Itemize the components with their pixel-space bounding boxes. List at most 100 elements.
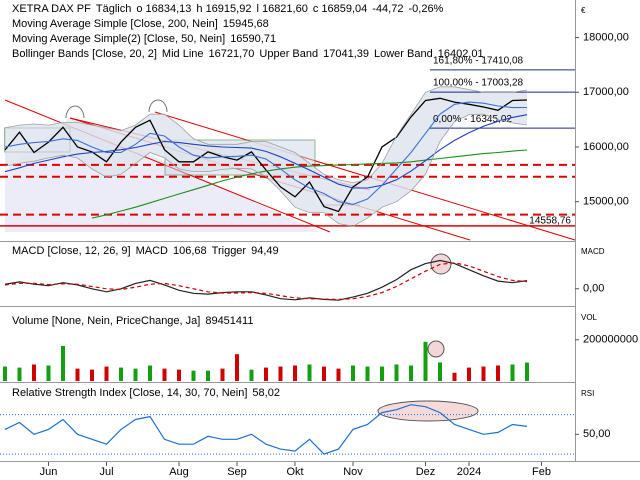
volume-bar [177, 369, 181, 381]
volume-bar [452, 372, 457, 381]
legend-value: 16721,70 [209, 48, 255, 60]
legend-value: 89451411 [205, 315, 253, 327]
panel-label: Relative Strength Index [Close, 14, 30, … [12, 387, 247, 399]
volume-bar [148, 365, 152, 381]
symbol: XETRA DAX PF [12, 3, 91, 15]
x-tick-label: Okt [286, 466, 303, 478]
fib-label: 100,00% - 17003,28 [433, 78, 524, 89]
fib-label: 161,80% - 17410,08 [433, 55, 524, 66]
volume-bar [264, 367, 268, 381]
legend-name: Bollinger Bands [Close, 20, 2] [12, 48, 157, 60]
x-tick-label: Jun [40, 466, 58, 478]
legend-name: Moving Average Simple [Close, 200, Nein] [12, 18, 218, 30]
panel-frame [0, 0, 640, 462]
x-tick-label: 2024 [457, 466, 481, 478]
axis-label: VOL [581, 313, 598, 322]
highlight-arc [148, 99, 168, 113]
volume-bar [481, 366, 486, 381]
y-tick-label: 16000,00 [583, 141, 629, 153]
change-pct: -0,26% [408, 3, 443, 15]
y-tick-label: 0,00 [583, 283, 604, 295]
y-tick-label: 17000,00 [583, 86, 629, 98]
legend-name: MACD [136, 245, 168, 257]
x-tick-label: Sep [227, 466, 247, 478]
y-tick-label: 50,00 [583, 428, 611, 440]
volume-bar [90, 369, 94, 381]
volume-bar [61, 345, 65, 381]
open: o 16834,13 [136, 3, 191, 15]
high: h 16915,92 [196, 3, 251, 15]
volume-bar [438, 362, 442, 381]
close: c 16859,04 [313, 3, 367, 15]
legend-value: 94,49 [251, 245, 279, 257]
legend-value: 58,02 [252, 387, 280, 399]
axis-label: € [581, 6, 586, 15]
y-tick-label: 200000000 [583, 334, 638, 346]
axis-label: RSI [581, 389, 594, 398]
highlight-circle [430, 253, 452, 275]
volume-bar [293, 365, 297, 381]
volume-bar [133, 368, 138, 381]
volume-bar [32, 364, 36, 381]
support-label: 14558,76 [529, 215, 571, 226]
series-line [4, 114, 528, 189]
series-line [4, 86, 528, 184]
x-tick-label: Nov [343, 466, 363, 478]
legend-name: Upper Band [259, 48, 318, 60]
volume-bar [365, 366, 370, 381]
legend-name: Trigger [212, 245, 247, 257]
change: -44,72 [372, 3, 403, 15]
volume-bar [307, 364, 312, 381]
volume-bar [409, 365, 413, 381]
highlight-ellipse [377, 400, 479, 422]
low: l 16821,60 [256, 3, 307, 15]
legend-name: Lower Band [374, 48, 433, 60]
volume-bar [351, 365, 355, 381]
panel-label: Volume [None, Nein, PriceChange, Ja] [12, 315, 200, 327]
series-line [4, 113, 528, 227]
panel-label: MACD [Close, 12, 26, 9] [12, 245, 131, 257]
legend-value: 16402,01 [438, 48, 484, 60]
x-tick-label: Dez [416, 466, 436, 478]
volume-bar [322, 366, 326, 381]
volume-bar [206, 370, 210, 381]
legend-value: 106,68 [173, 245, 207, 257]
volume-bar [380, 366, 384, 381]
volume-bar [235, 354, 239, 381]
highlight-circle [427, 340, 445, 358]
fib-label: 0,00% - 16345,02 [433, 114, 512, 125]
volume-bar [3, 366, 7, 381]
series-line [4, 101, 528, 205]
series-line [4, 262, 528, 301]
volume-bar [162, 368, 167, 381]
legend-name: Mid Line [162, 48, 204, 60]
volume-bar [119, 367, 123, 381]
axis-label: MACD [581, 247, 605, 256]
volume-bar [46, 365, 51, 381]
legend-value: 16590,71 [230, 33, 276, 45]
volume-bar [249, 369, 254, 381]
volume-bar [104, 366, 109, 381]
volume-bar [394, 364, 399, 381]
x-tick-label: Jul [99, 466, 113, 478]
x-tick-label: Feb [532, 466, 551, 478]
volume-bar [336, 368, 341, 381]
x-tick-label: Aug [169, 466, 189, 478]
volume-bar [496, 365, 500, 381]
volume-bar [510, 364, 515, 381]
volume-bar [220, 368, 225, 381]
volume-bar [17, 367, 22, 381]
series-line [4, 404, 528, 455]
volume-bar [423, 341, 428, 381]
band-fill [5, 86, 527, 227]
interval: Täglich [96, 3, 131, 15]
series-line [4, 259, 528, 301]
legend-value: 15945,68 [223, 18, 269, 30]
volume-bar [278, 366, 283, 381]
legend-name: Moving Average Simple(2) [Close, 50, Nei… [12, 33, 225, 45]
series-line [4, 97, 528, 213]
volume-bar [467, 367, 471, 381]
highlight-arc [65, 105, 85, 119]
